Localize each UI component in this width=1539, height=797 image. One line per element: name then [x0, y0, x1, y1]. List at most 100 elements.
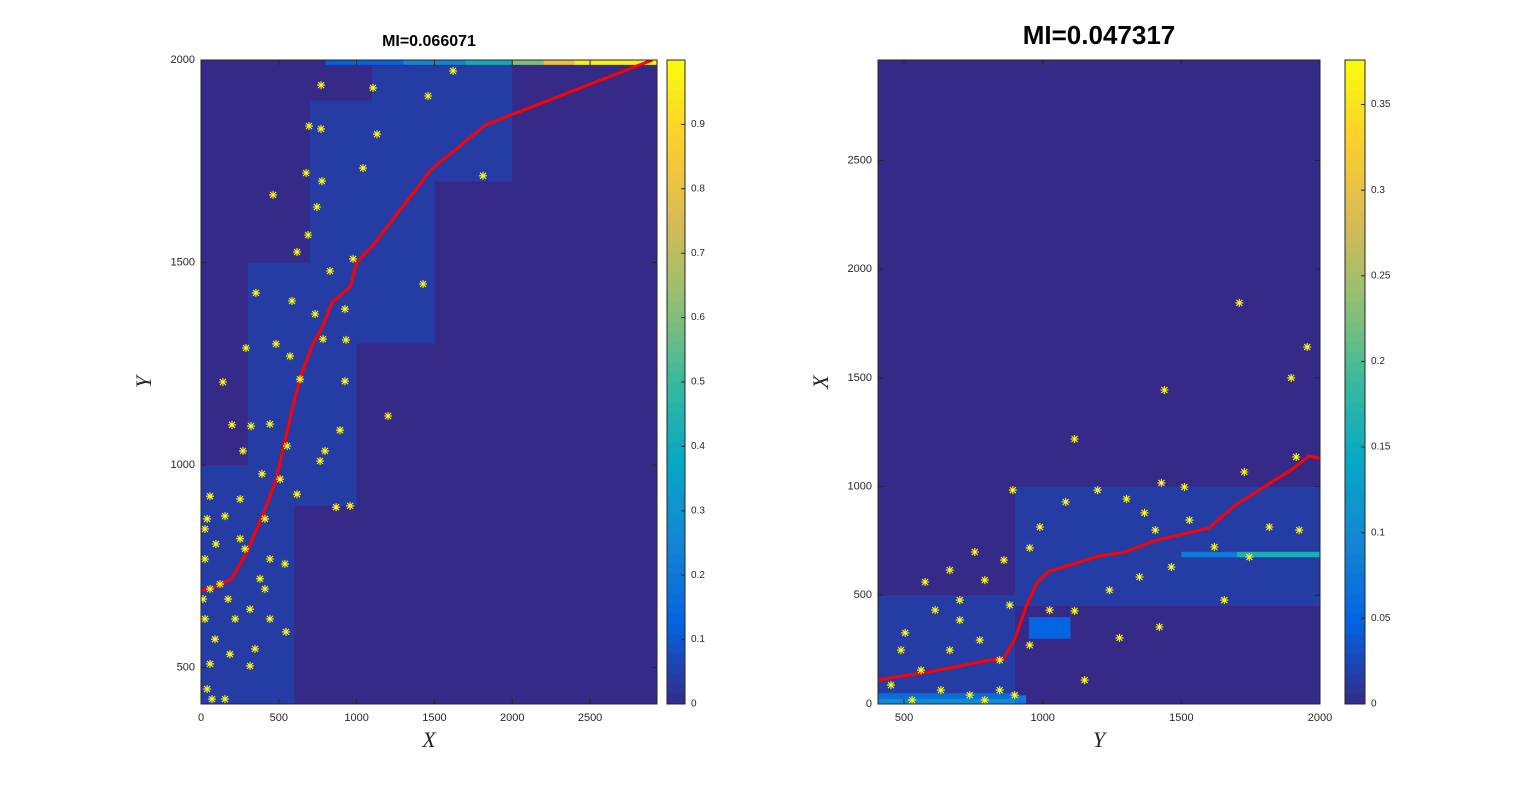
scatter-point: [231, 614, 240, 623]
scatter-point: [1157, 478, 1166, 487]
colorbar-swatch: [1345, 241, 1365, 252]
scatter-point: [1295, 526, 1304, 535]
y-tick-label: 2000: [171, 54, 195, 66]
colorbar-swatch: [1345, 643, 1365, 655]
colorbar-swatch: [667, 291, 685, 302]
colorbar-swatch: [1345, 522, 1365, 534]
colorbar-swatch: [1345, 150, 1365, 162]
scatter-point: [283, 442, 292, 450]
colorbar-tick-label: 0.3: [1371, 185, 1385, 196]
colorbar-swatch: [667, 482, 685, 494]
colorbar-box: [1344, 59, 1366, 705]
scatter-point: [1160, 386, 1169, 394]
colorbar-swatch: [667, 170, 685, 182]
trend-line: [878, 454, 1320, 682]
scatter-point: [221, 512, 229, 521]
scatter-point: [1025, 641, 1034, 650]
colorbar-swatch: [1345, 231, 1365, 242]
colorbar-swatch: [1345, 502, 1365, 514]
scatter-point: [211, 540, 220, 548]
colorbar-swatch: [1345, 180, 1365, 192]
colorbar-tick-label: 0.8: [691, 183, 705, 194]
scatter-point: [269, 190, 278, 199]
x-tick-label: 0: [198, 712, 204, 724]
colorbar-swatch: [667, 110, 685, 121]
colorbar-swatch: [1345, 653, 1365, 665]
colorbar-swatch: [667, 90, 685, 101]
colorbar-swatch: [1345, 593, 1365, 604]
scatter-point: [251, 288, 260, 297]
scatter-point: [312, 203, 321, 211]
scatter-point: [1287, 373, 1296, 382]
scatter-point: [319, 335, 327, 344]
colorbar-swatch: [1345, 311, 1365, 323]
scatter-point: [317, 177, 326, 186]
heatmap-cell: [878, 698, 1015, 704]
scatter-point: [336, 426, 344, 435]
scatter-point: [316, 457, 325, 465]
colorbar-swatch: [667, 150, 685, 162]
colorbar-swatch: [1345, 563, 1365, 574]
scatter-point: [242, 344, 250, 352]
scatter-point: [1235, 298, 1244, 307]
scatter-point: [1240, 468, 1249, 476]
axes-box: [877, 59, 1321, 705]
colorbar-swatch: [1345, 633, 1365, 645]
colorbar-swatch: [1345, 341, 1365, 353]
scatter-point: [241, 544, 249, 553]
colorbar-swatch: [667, 673, 685, 685]
colorbar-swatch: [1345, 331, 1365, 343]
x-tick-label: 500: [270, 712, 288, 724]
scatter-point: [281, 559, 289, 568]
scatter-point: [1115, 633, 1124, 642]
scatter-point: [203, 514, 212, 523]
colorbar-tick-label: 0.2: [691, 570, 705, 581]
scatter-point: [965, 691, 974, 700]
colorbar-swatch: [1345, 80, 1365, 91]
colorbar-swatch: [667, 663, 685, 675]
colorbar-tick-label: 0.7: [691, 248, 705, 259]
colorbar-tick-label: 0.6: [691, 312, 705, 323]
scatter-point: [945, 646, 954, 655]
y-tick-label: 2000: [848, 263, 872, 275]
scatter-point: [236, 534, 245, 543]
scatter-point: [261, 514, 269, 523]
colorbar-swatch: [667, 301, 685, 313]
colorbar-swatch: [1345, 573, 1365, 584]
heatmap-cell: [512, 60, 544, 65]
colorbar-swatch: [667, 190, 685, 202]
colorbar-swatch: [1345, 512, 1365, 524]
scatter-point: [479, 171, 487, 180]
scatter-point: [256, 574, 264, 583]
scatter-point: [1220, 596, 1229, 605]
colorbar-tick-label: 0.05: [1371, 613, 1391, 624]
scatter-point: [206, 492, 214, 501]
scatter-point: [206, 659, 214, 668]
scatter-point: [955, 616, 964, 625]
scatter-point: [224, 595, 233, 604]
scatter-point: [265, 420, 274, 429]
y-tick-label: 0: [866, 698, 872, 710]
colorbar-tick-label: 0.9: [691, 119, 705, 130]
scatter-point: [258, 469, 266, 478]
plot-area: [878, 298, 1320, 704]
colorbar-swatch: [1345, 271, 1365, 282]
scatter-point: [326, 267, 334, 275]
scatter-point: [261, 585, 269, 593]
colorbar-swatch: [1345, 432, 1365, 443]
scatter-point: [1010, 691, 1019, 700]
scatter-point: [1122, 495, 1131, 503]
y-axis-label: Y: [131, 373, 156, 388]
scatter-point: [1210, 543, 1219, 551]
scatter-point: [221, 695, 229, 704]
scatter-point: [1105, 586, 1114, 595]
scatter-point: [1151, 526, 1160, 535]
scatter-point: [897, 646, 905, 655]
scatter-point: [332, 503, 341, 512]
y-tick-label: 1000: [848, 480, 872, 492]
colorbar-tick-label: 0.5: [691, 377, 705, 388]
colorbar-tick-label: 0.25: [1371, 270, 1391, 281]
axes-box: [200, 59, 658, 705]
scatter-point: [1005, 601, 1014, 610]
